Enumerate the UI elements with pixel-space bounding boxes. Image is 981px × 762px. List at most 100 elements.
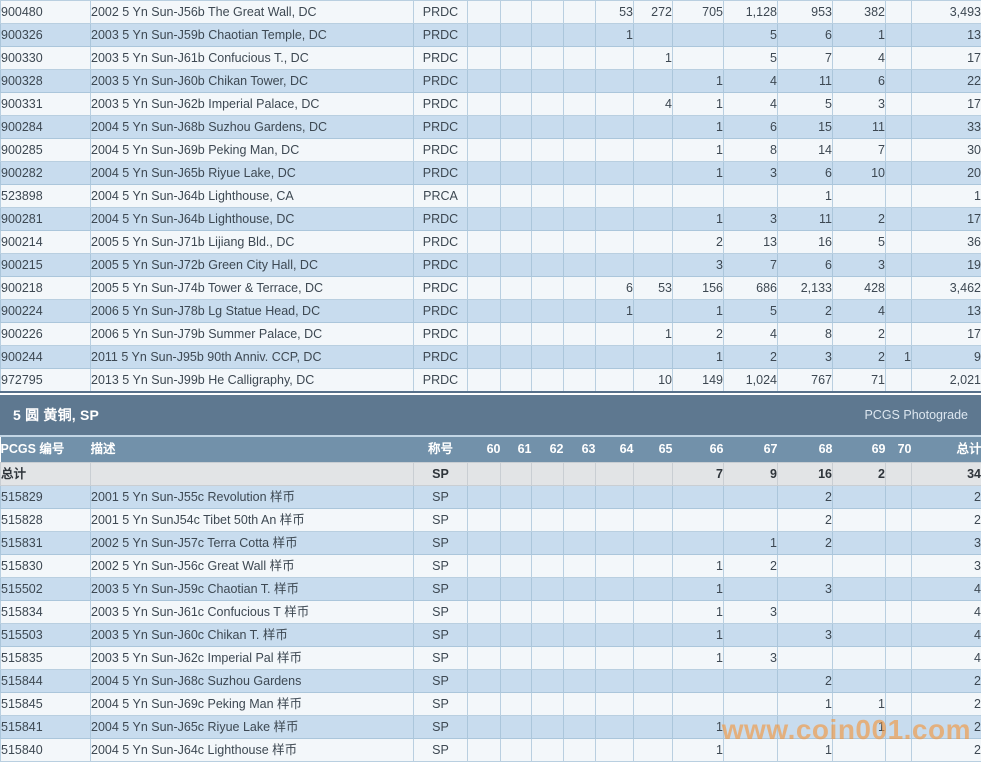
grade-66-cell: 1 [672, 554, 724, 578]
grade-64-cell [595, 692, 634, 716]
grade-64-cell [595, 69, 634, 93]
photograde-link[interactable]: PCGS Photograde [864, 408, 968, 422]
pcgs-number-link[interactable]: 523898 [0, 184, 91, 208]
pcgs-number-link[interactable]: 900480 [0, 0, 91, 24]
grade-64-cell [595, 230, 634, 254]
grade-64-cell [595, 646, 634, 670]
grade-65-cell: 4 [633, 92, 673, 116]
header-grade-65: 65 [633, 437, 673, 463]
grade-67-cell: 3 [723, 600, 778, 624]
pcgs-number-link[interactable]: 515841 [0, 715, 91, 739]
total-cell: 3,493 [911, 0, 981, 24]
grade-67-cell: 3 [723, 646, 778, 670]
designation-cell: PRDC [413, 69, 468, 93]
pcgs-number-link[interactable]: 900331 [0, 92, 91, 116]
grade-67-cell: 3 [723, 207, 778, 231]
grade-64-cell: 6 [595, 276, 634, 300]
table-row: 总计 SP 7 9 16 2 34 [0, 462, 981, 486]
pcgs-number-link[interactable]: 515844 [0, 669, 91, 693]
grade-64-cell [595, 462, 634, 486]
total-cell: 19 [911, 253, 981, 277]
pcgs-number-link[interactable]: 900224 [0, 299, 91, 323]
grade-65-cell [633, 69, 673, 93]
coin-description: 2006 5 Yn Sun-J78b Lg Statue Head, DC [90, 299, 414, 323]
pcgs-number-link[interactable]: 900328 [0, 69, 91, 93]
pcgs-number-link[interactable]: 515828 [0, 508, 91, 532]
pcgs-number-link[interactable]: 515503 [0, 623, 91, 647]
grade-63-cell [563, 299, 596, 323]
designation-cell: PRDC [413, 0, 468, 24]
grade-69-cell: 11 [832, 115, 886, 139]
grade-60-cell [467, 485, 501, 509]
pcgs-number-link[interactable]: 900226 [0, 322, 91, 346]
grade-68-cell: 8 [777, 322, 833, 346]
grade-66-cell [672, 46, 724, 70]
grade-66-cell: 1 [672, 577, 724, 601]
section-divider [0, 435, 981, 437]
grade-60-cell [467, 207, 501, 231]
pcgs-number-link[interactable]: 515502 [0, 577, 91, 601]
grade-61-cell [500, 161, 532, 185]
grade-69-cell: 10 [832, 161, 886, 185]
grade-63-cell [563, 322, 596, 346]
coin-description: 2004 5 Yn Sun-J68c Suzhou Gardens [90, 669, 414, 693]
grade-68-cell: 2,133 [777, 276, 833, 300]
grade-68-cell: 3 [777, 345, 833, 369]
header-grade-60: 60 [467, 437, 501, 463]
pcgs-number-link[interactable]: 900214 [0, 230, 91, 254]
pcgs-number-link[interactable]: 515829 [0, 485, 91, 509]
pcgs-number-link[interactable]: 515845 [0, 692, 91, 716]
grade-67-cell: 3 [723, 161, 778, 185]
pcgs-number-link[interactable]: 900330 [0, 46, 91, 70]
grade-67-cell: 8 [723, 138, 778, 162]
grade-67-cell [723, 738, 778, 762]
designation-cell: PRDC [413, 115, 468, 139]
grade-67-cell: 4 [723, 322, 778, 346]
grade-70-cell [885, 531, 912, 555]
grade-64-cell [595, 253, 634, 277]
pcgs-number-link[interactable]: 515835 [0, 646, 91, 670]
grade-65-cell: 1 [633, 322, 673, 346]
coin-description: 2004 5 Yn Sun-J65b Riyue Lake, DC [90, 161, 414, 185]
coin-description: 2003 5 Yn Sun-J61b Confucious T., DC [90, 46, 414, 70]
grade-68-cell: 14 [777, 138, 833, 162]
pcgs-number-link[interactable]: 900281 [0, 207, 91, 231]
grade-61-cell [500, 577, 532, 601]
designation-cell: SP [413, 600, 468, 624]
grade-68-cell: 7 [777, 46, 833, 70]
header-grade-63: 63 [563, 437, 596, 463]
table-row: 900218 2005 5 Yn Sun-J74b Tower & Terrace… [0, 276, 981, 300]
grade-68-cell: 767 [777, 368, 833, 393]
grade-64-cell [595, 322, 634, 346]
grade-62-cell [531, 92, 564, 116]
grade-68-cell: 16 [777, 230, 833, 254]
grade-70-cell [885, 485, 912, 509]
grade-65-cell: 10 [633, 368, 673, 393]
grade-63-cell [563, 161, 596, 185]
pcgs-number-link[interactable]: 900284 [0, 115, 91, 139]
pcgs-number-link[interactable]: 972795 [0, 368, 91, 393]
pcgs-number-link[interactable]: 515834 [0, 600, 91, 624]
coin-description: 2002 5 Yn Sun-J57c Terra Cotta 样币 [90, 531, 414, 555]
grade-64-cell [595, 669, 634, 693]
pcgs-number-link[interactable]: 900218 [0, 276, 91, 300]
total-cell: 4 [911, 600, 981, 624]
grade-70-cell [885, 669, 912, 693]
pcgs-number-link[interactable]: 900282 [0, 161, 91, 185]
grade-60-cell [467, 462, 501, 486]
grade-65-cell [633, 345, 673, 369]
total-cell: 20 [911, 161, 981, 185]
pcgs-number-link[interactable]: 900215 [0, 253, 91, 277]
grade-68-cell: 6 [777, 23, 833, 47]
pcgs-number-link[interactable]: 515831 [0, 531, 91, 555]
pcgs-number-link[interactable]: 515830 [0, 554, 91, 578]
pcgs-number-link[interactable]: 900285 [0, 138, 91, 162]
grade-69-cell: 1 [832, 692, 886, 716]
pcgs-number-link[interactable]: 900244 [0, 345, 91, 369]
total-cell: 1 [911, 184, 981, 208]
grade-65-cell [633, 299, 673, 323]
pcgs-number-link[interactable]: 900326 [0, 23, 91, 47]
pcgs-number-link[interactable]: 515840 [0, 738, 91, 762]
coin-description: 2005 5 Yn Sun-J71b Lijiang Bld., DC [90, 230, 414, 254]
